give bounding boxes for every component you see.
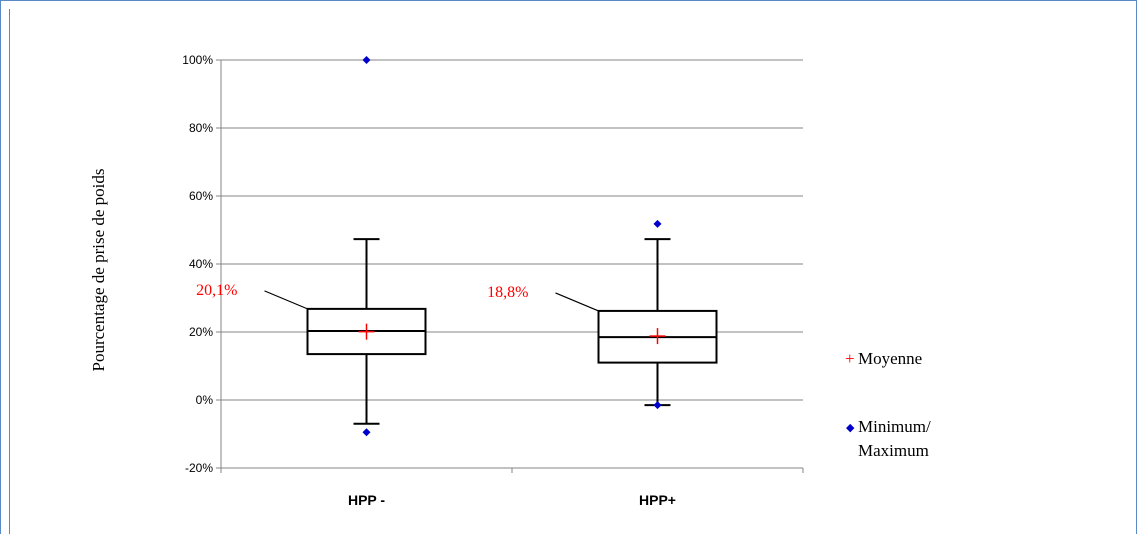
y-tick-label: 40%: [189, 257, 213, 271]
mean-value-label: 20,1%: [196, 282, 237, 299]
max-marker: [653, 219, 662, 228]
mean-label-leader: [555, 292, 599, 312]
y-tick-label: 100%: [182, 53, 213, 67]
chart-frame-inner-border: [9, 9, 10, 534]
x-axis-categories: HPP - HPP+: [348, 492, 676, 508]
mean-label-leader: [264, 290, 308, 310]
legend-mean-symbol: +: [845, 349, 855, 368]
y-axis-ticks: 100% 80% 60% 40% 20% 0% -20%: [182, 53, 213, 475]
y-tick-label: 60%: [189, 189, 213, 203]
min-marker: [653, 401, 662, 410]
legend-mean-label: Moyenne: [858, 349, 922, 368]
x-category-label: HPP+: [639, 492, 676, 508]
max-marker: [362, 56, 371, 64]
mean-value-label: 18,8%: [487, 284, 528, 301]
min-marker: [362, 428, 371, 437]
box-series: 20,1% 18,8%: [196, 56, 718, 437]
x-category-label: HPP -: [348, 492, 385, 508]
box-2: 18,8%: [487, 219, 718, 410]
legend-minmax-label-line1: Minimum/: [858, 417, 931, 436]
y-tick-label: 80%: [189, 121, 213, 135]
y-tick-label: 20%: [189, 325, 213, 339]
legend-minmax-symbol: ◆: [846, 422, 855, 434]
y-tick-label: 0%: [196, 393, 214, 407]
legend: + Moyenne ◆ Minimum/ Maximum: [845, 349, 931, 460]
box-1: 20,1%: [196, 56, 427, 437]
grid-lines: [216, 59, 804, 473]
y-axis-label: Pourcentage de prise de poids: [89, 169, 108, 372]
legend-minmax-label-line2: Maximum: [858, 441, 929, 460]
y-tick-label: -20%: [185, 461, 213, 475]
